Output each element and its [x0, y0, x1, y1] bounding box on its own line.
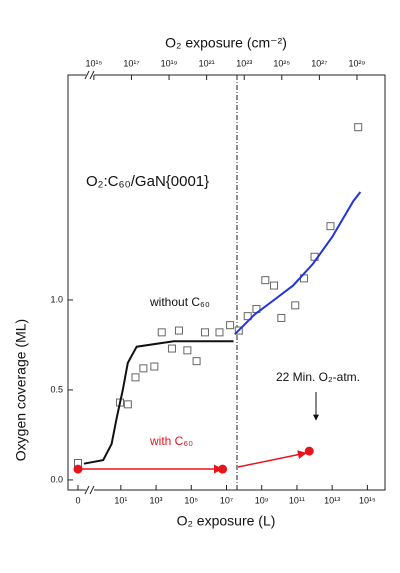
x-tick-label: 10⁹: [255, 495, 269, 505]
data-point: [218, 464, 228, 474]
data-point: [215, 328, 224, 337]
annotation: 22 Min. O₂-atm.: [276, 370, 360, 384]
y-axis-label: Oxygen coverage (ML): [13, 319, 29, 461]
fit-line: [234, 191, 362, 335]
data-point: [200, 328, 209, 337]
x-tick-label: 0: [75, 495, 80, 505]
x2-axis-label: O₂ exposure (cm⁻²): [165, 35, 287, 51]
y-tick-label: 0.0: [50, 474, 63, 484]
x2-tick-label: 10²⁷: [311, 58, 327, 68]
data-point: [270, 281, 279, 290]
x-tick-label: 10¹³: [324, 495, 340, 505]
x2-tick-label: 10²⁹: [349, 58, 366, 68]
x2-tick-label: 10²³: [236, 58, 252, 68]
data-point: [354, 123, 363, 132]
data-point: [157, 328, 166, 337]
x2-tick-label: 10¹⁹: [161, 58, 178, 68]
arrow: [237, 450, 307, 468]
annotation: with C₆₀: [149, 434, 193, 448]
x-tick-label: 10³: [150, 495, 163, 505]
data-point: [261, 276, 270, 285]
data-point: [73, 464, 83, 474]
data-point: [150, 362, 159, 371]
y-tick-label: 1.0: [50, 294, 63, 304]
x-tick-label: 10¹⁵: [359, 495, 376, 505]
data-point: [291, 301, 300, 310]
x-tick-label: 10¹¹: [289, 495, 305, 505]
axis-breaks: [84, 70, 95, 495]
x2-tick-label: 10¹⁵: [85, 58, 102, 68]
data-point: [123, 400, 132, 409]
y-tick-label: 0.5: [50, 384, 63, 394]
x2-tick-label: 10²⁵: [273, 58, 290, 68]
data-point: [226, 321, 235, 330]
data-point: [139, 364, 148, 373]
x-tick-label: 10⁵: [184, 495, 198, 505]
annotation: without C₆₀: [149, 295, 210, 309]
data-point: [243, 312, 252, 321]
chart-title: O₂:C₆₀/GaN{0001}: [86, 173, 209, 190]
x-tick-label: 10¹: [114, 495, 127, 505]
data-point: [326, 222, 335, 231]
data-point: [277, 313, 286, 322]
data-point: [304, 446, 314, 456]
x2-tick-label: 10²¹: [199, 58, 215, 68]
fit-line: [83, 340, 234, 465]
data-point: [183, 346, 192, 355]
data-point: [174, 326, 183, 335]
x2-tick-label: 10¹⁷: [123, 58, 139, 68]
data-point: [192, 357, 201, 366]
x-axis-label: O₂ exposure (L): [177, 513, 276, 529]
data-point: [131, 373, 140, 382]
x-tick-label: 10⁷: [220, 495, 233, 505]
data-point: [167, 344, 176, 353]
